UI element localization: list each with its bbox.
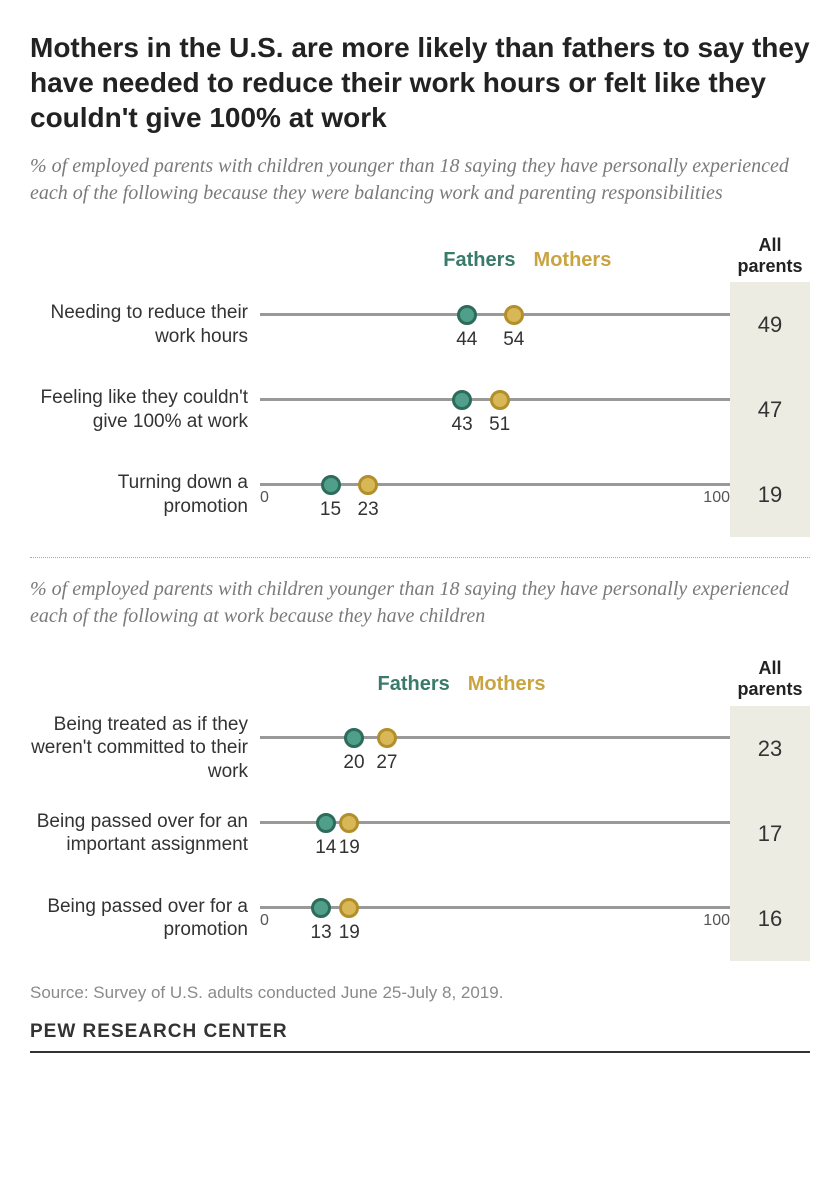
mothers-dot (377, 728, 397, 748)
mothers-value: 54 (503, 329, 524, 351)
axis-min: 0 (260, 489, 269, 507)
row-label: Needing to reduce their work hours (30, 301, 260, 349)
legend-mothers: Mothers (468, 673, 546, 696)
footer-logo: PEW RESEARCH CENTER (30, 1021, 810, 1043)
fathers-value: 44 (456, 329, 477, 351)
track: 15 23 0 100 (260, 465, 730, 525)
track: 44 54 (260, 295, 730, 355)
header-row: Fathers Mothers All parents (30, 658, 810, 705)
mothers-value: 19 (339, 922, 360, 944)
mothers-dot (358, 475, 378, 495)
fathers-dot (311, 898, 331, 918)
chart-title: Mothers in the U.S. are more likely than… (30, 30, 810, 135)
fathers-dot (452, 390, 472, 410)
all-parents-value: 17 (730, 791, 810, 876)
axis-max: 100 (703, 489, 730, 507)
chart-section-2: Fathers Mothers All parents Being treate… (30, 658, 810, 960)
fathers-value: 14 (315, 837, 336, 859)
fathers-dot (344, 728, 364, 748)
axis-min: 0 (260, 912, 269, 930)
section1-subtitle: % of employed parents with children youn… (30, 153, 810, 207)
fathers-dot (316, 813, 336, 833)
chart-row: Feeling like they couldn't give 100% at … (30, 367, 810, 452)
mothers-value: 23 (358, 499, 379, 521)
all-parents-value: 47 (730, 367, 810, 452)
chart-row: Being treated as if they weren't committ… (30, 706, 810, 791)
chart-row: Being passed over for an important assig… (30, 791, 810, 876)
row-label: Being passed over for a promotion (30, 895, 260, 943)
section-divider (30, 557, 810, 558)
all-parents-value: 49 (730, 282, 810, 367)
mothers-dot (339, 813, 359, 833)
all-parents-value: 16 (730, 876, 810, 961)
fathers-value: 13 (311, 922, 332, 944)
bottom-rule (30, 1051, 810, 1053)
all-parents-value: 19 (730, 452, 810, 537)
mothers-dot (504, 305, 524, 325)
legend: Fathers Mothers (378, 673, 731, 696)
all-parents-value: 23 (730, 706, 810, 791)
chart-row: Turning down a promotion 15 23 0 10019 (30, 452, 810, 537)
row-label: Feeling like they couldn't give 100% at … (30, 386, 260, 434)
mothers-value: 19 (339, 837, 360, 859)
track: 13 19 0 100 (260, 888, 730, 948)
legend-fathers: Fathers (378, 673, 450, 696)
fathers-value: 43 (452, 414, 473, 436)
chart-row: Needing to reduce their work hours 44 54 49 (30, 282, 810, 367)
track: 43 51 (260, 380, 730, 440)
legend-fathers: Fathers (443, 249, 515, 272)
fathers-dot (457, 305, 477, 325)
axis-max: 100 (703, 912, 730, 930)
chart-section-1: Fathers Mothers All parents Needing to r… (30, 235, 810, 537)
legend-mothers: Mothers (534, 249, 612, 272)
chart-row: Being passed over for a promotion 13 19 0 10… (30, 876, 810, 961)
fathers-dot (321, 475, 341, 495)
all-parents-header: All parents (730, 658, 810, 705)
track: 1419 (260, 803, 730, 863)
source-note: Source: Survey of U.S. adults conducted … (30, 983, 810, 1003)
mothers-value: 27 (376, 752, 397, 774)
row-label: Turning down a promotion (30, 471, 260, 519)
legend: Fathers Mothers (443, 249, 730, 272)
track: 2027 (260, 718, 730, 778)
fathers-value: 15 (320, 499, 341, 521)
all-parents-header: All parents (730, 235, 810, 282)
header-row: Fathers Mothers All parents (30, 235, 810, 282)
row-label: Being passed over for an important assig… (30, 810, 260, 858)
fathers-value: 20 (343, 752, 364, 774)
mothers-value: 51 (489, 414, 510, 436)
mothers-dot (490, 390, 510, 410)
section2-subtitle: % of employed parents with children youn… (30, 576, 810, 630)
row-label: Being treated as if they weren't committ… (30, 713, 260, 784)
mothers-dot (339, 898, 359, 918)
